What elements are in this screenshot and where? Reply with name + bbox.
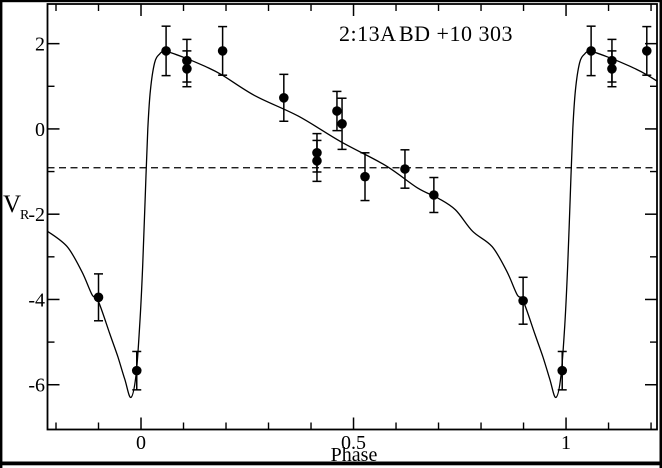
rv-data-point [131,365,142,376]
frame-top [0,0,662,3]
y-axis-label: V [3,191,21,218]
rv-data-point [518,295,528,306]
chart-title-right: BD +10 303 [399,21,513,46]
rv-data-point [607,64,617,74]
rv-data-point [557,365,568,376]
rv-data-point [400,164,410,174]
y-tick-label: 2 [35,34,45,56]
rv-data-point [429,190,439,200]
rv-data-point [279,92,289,103]
x-tick-label: 0 [136,432,146,454]
y-tick-label: -6 [28,375,45,397]
y-axis-label-subscript: R [20,208,30,223]
chart-title-left: 2:13A [339,21,397,46]
rv-data-point [337,119,347,129]
rv-data-point [312,156,322,166]
x-tick-label: 0.5 [341,432,366,454]
rv-data-point [93,292,104,303]
rv-data-point [332,106,342,116]
frame-left [0,0,3,468]
rv-data-point [641,46,652,56]
x-axis-label: Phase [331,444,378,466]
plot-box [46,3,658,431]
frame-bottom [0,461,662,466]
rv-data-point [161,46,171,56]
rv-data-point [586,46,596,56]
rv-data-point [217,46,228,56]
y-tick-label: -2 [28,204,45,226]
y-tick-label: 0 [35,119,45,141]
y-tick-label: -4 [28,289,45,311]
x-tick-label: 1 [561,432,571,454]
rv-model-curve [47,50,657,399]
frame-right [659,0,662,468]
rv-data-point [182,64,192,74]
rv-data-point [360,171,370,182]
